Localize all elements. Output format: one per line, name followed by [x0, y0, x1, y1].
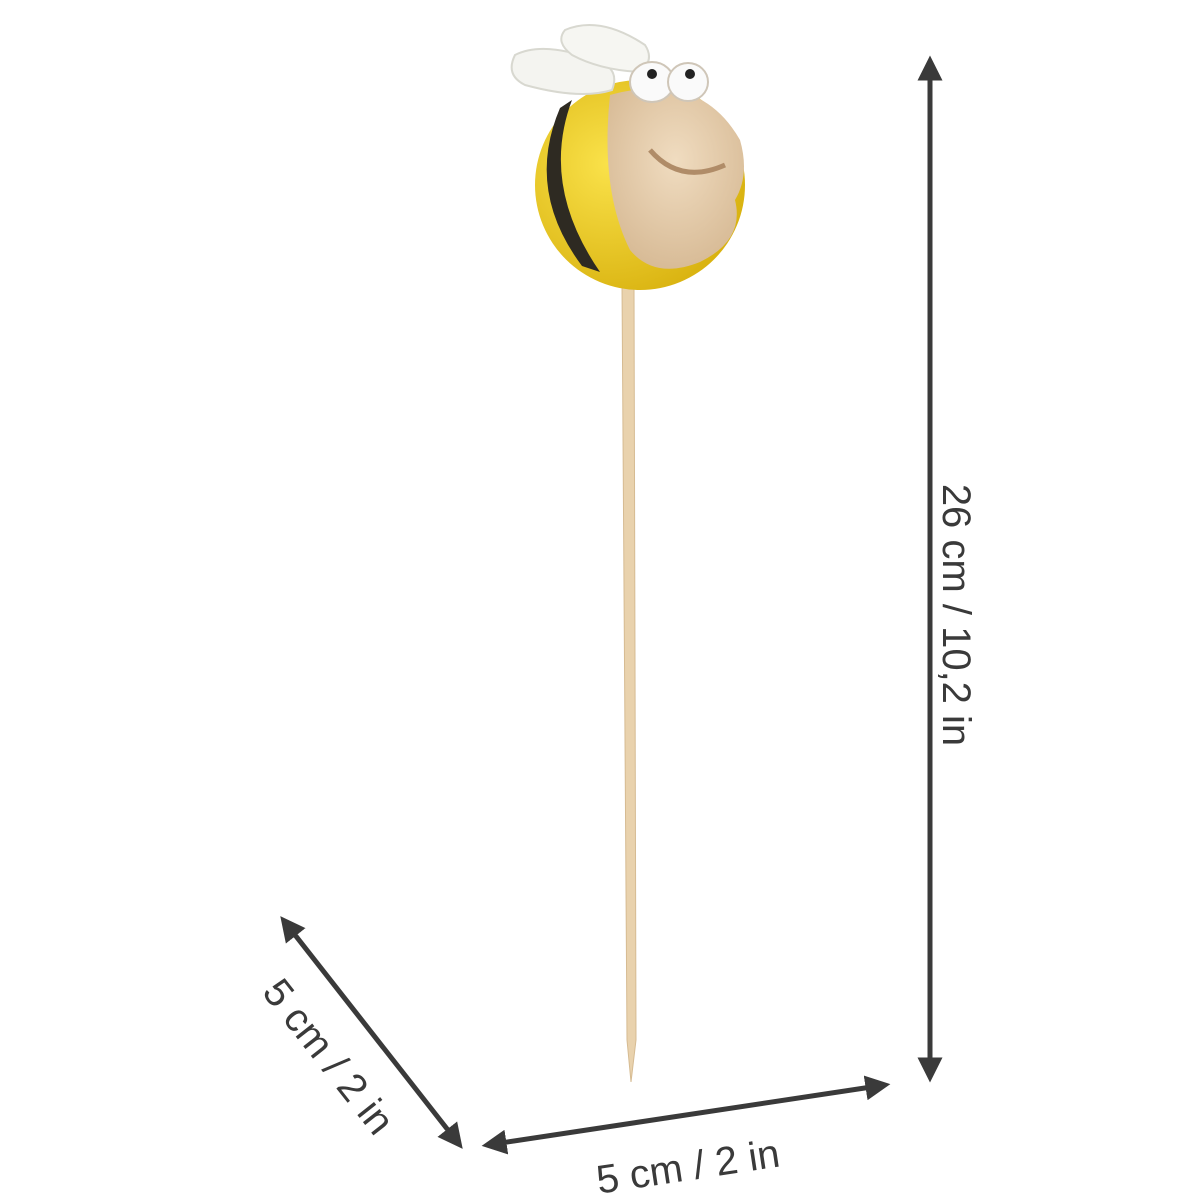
- depth-dimension-line: [280, 916, 463, 1149]
- width-label: 5 cm / 2 in: [594, 1132, 783, 1200]
- wooden-stick: [621, 284, 637, 1083]
- depth-label: 5 cm / 2 in: [254, 971, 403, 1143]
- bee-figurine: [510, 24, 745, 290]
- height-label: 26 cm / 10,2 in: [934, 484, 978, 746]
- width-dimension-line: [481, 1075, 891, 1155]
